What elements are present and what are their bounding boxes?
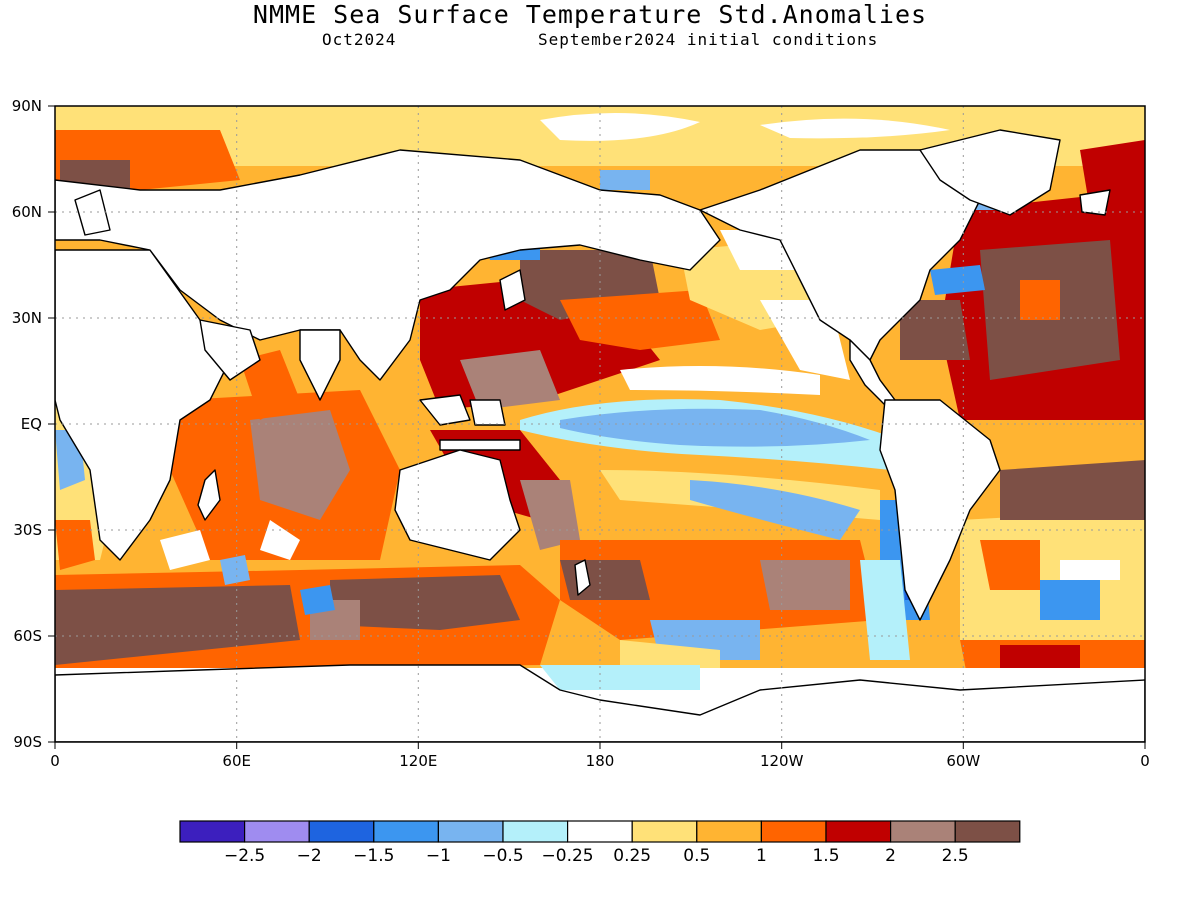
colorbar-swatch (696, 820, 762, 843)
latitude-labels: 90N 60N 30N EQ 30S 60S 90S (12, 97, 42, 751)
colorbar-tick-label: −0.25 (542, 846, 594, 866)
lon-label: 60E (222, 752, 251, 770)
axis-ticks (48, 105, 1146, 749)
colorbar: −2.5 −2 −1.5 −1 −0.5 −0.25 0.25 0.5 1 1.5 2 2.5 (179, 820, 1021, 866)
colorbar-swatch (373, 820, 439, 843)
colorbar-swatch (631, 820, 698, 843)
colorbar-tick-label: −1.5 (353, 846, 394, 866)
forecast-month: Oct2024 (322, 30, 397, 49)
lon-label: 180 (586, 752, 615, 770)
colorbar-tick-label: 2 (885, 846, 896, 866)
south-america (879, 399, 1001, 621)
colorbar-swatch (502, 820, 569, 843)
lon-label: 120W (760, 752, 804, 770)
lat-label: 90N (12, 97, 42, 115)
colorbar-tick-label: 1.5 (812, 846, 839, 866)
lon-label: 60W (946, 752, 980, 770)
enso-cold-tongue (560, 408, 870, 447)
colorbar-tick-label: 0.5 (683, 846, 710, 866)
antarctica (55, 664, 1145, 742)
initial-conditions: September2024 initial conditions (538, 30, 879, 49)
land-masses (55, 129, 1145, 742)
colorbar-swatch (437, 820, 504, 843)
lat-label: 90S (13, 733, 42, 751)
lat-label: 30S (13, 521, 42, 539)
colorbar-tick-label: 2.5 (942, 846, 969, 866)
australia (394, 449, 521, 561)
lon-label: 120E (399, 752, 437, 770)
greenland (919, 129, 1061, 216)
colorbar-swatch (889, 820, 956, 843)
eurasia (55, 149, 721, 381)
colorbar-tick-label: −2.5 (224, 846, 265, 866)
longitude-labels: 0 60E 120E 180 120W 60W 0 (50, 752, 1150, 770)
colorbar-tick-label: −0.5 (482, 846, 523, 866)
colorbar-swatch (760, 820, 827, 843)
colorbar-tick-label: 1 (756, 846, 767, 866)
lat-label: 60N (12, 203, 42, 221)
map-title: NMME Sea Surface Temperature Std.Anomali… (252, 0, 928, 29)
colorbar-swatch (954, 820, 1021, 843)
southern-indian-warm (55, 585, 300, 665)
colorbar-swatch (179, 820, 246, 843)
lat-label: 60S (13, 627, 42, 645)
colorbar-swatch (825, 820, 892, 843)
colorbar-swatch (566, 820, 633, 843)
colorbar-tick-label: −1 (426, 846, 451, 866)
lon-label: 0 (1140, 752, 1150, 770)
colorbar-swatch (308, 820, 375, 843)
colorbar-tick-label: 0.25 (613, 846, 651, 866)
colorbar-swatch (244, 820, 310, 843)
lat-label: 30N (12, 309, 42, 327)
colorbar-tick-label: −2 (297, 846, 322, 866)
lat-lon-grid (55, 106, 1145, 742)
lat-label: EQ (21, 415, 42, 433)
lon-label: 0 (50, 752, 60, 770)
